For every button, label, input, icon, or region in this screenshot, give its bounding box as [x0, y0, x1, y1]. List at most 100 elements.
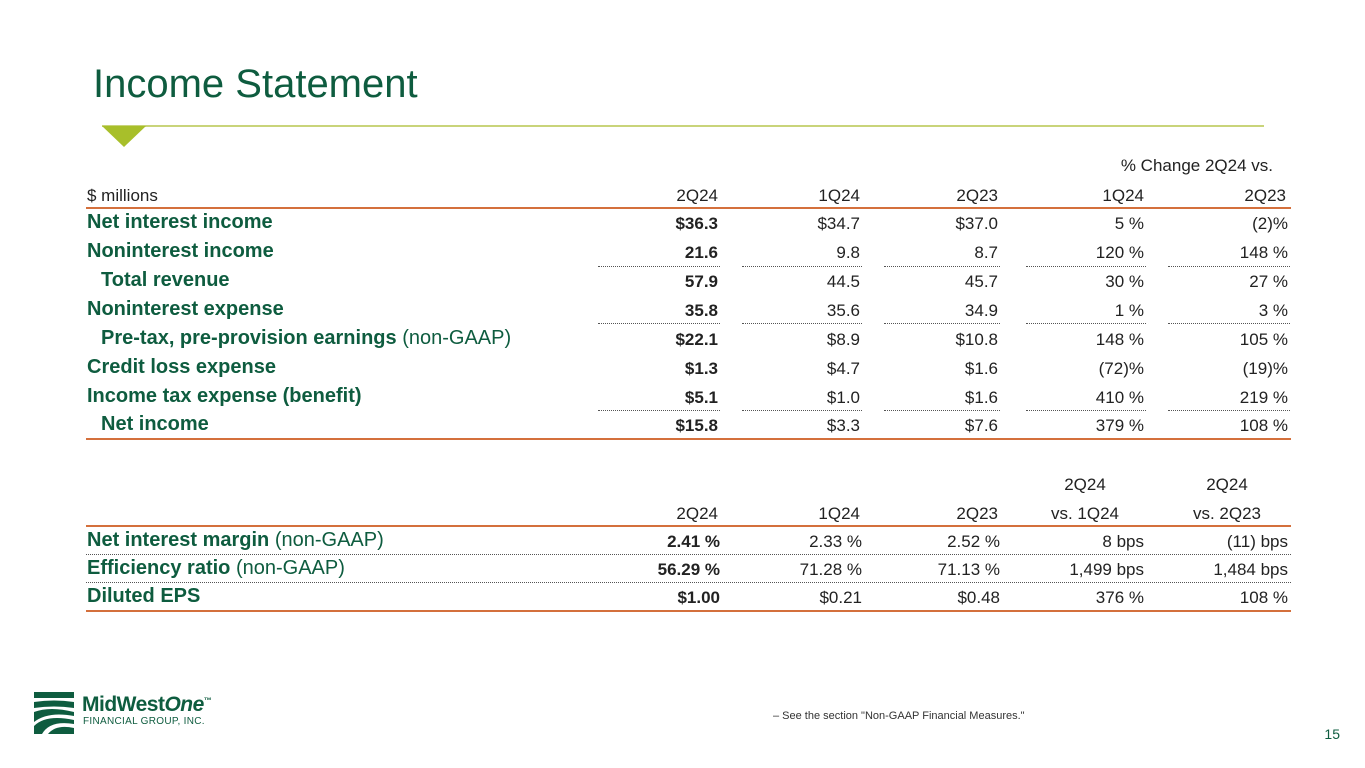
- pct-change-header: % Change 2Q24 vs.: [1120, 156, 1273, 175]
- col-top-chg-1q24: 2Q24: [1064, 475, 1106, 494]
- row-divider: [86, 582, 1291, 583]
- cell-2q23: 8.7: [974, 243, 998, 262]
- row-label: Credit loss expense: [87, 356, 276, 378]
- cell-2q24: 2.41 %: [667, 532, 720, 551]
- cell-2q23: $1.6: [964, 388, 998, 407]
- cell-2q24: 56.29 %: [657, 560, 720, 579]
- subtotal-rule: [1026, 410, 1146, 411]
- col-header-2q23: 2Q23: [956, 504, 998, 523]
- footnote: – See the section "Non-GAAP Financial Me…: [773, 710, 1025, 722]
- subtotal-rule: [1026, 266, 1146, 267]
- row-divider: [86, 554, 1291, 555]
- cell-2q23: $7.6: [964, 416, 998, 435]
- cell-chg-2q23: 105 %: [1239, 330, 1288, 349]
- cell-chg-2q23: (11) bps: [1226, 532, 1288, 551]
- subtotal-rule: [598, 266, 720, 267]
- cell-2q24: $36.3: [675, 214, 718, 233]
- subtotal-rule: [1026, 323, 1146, 324]
- cell-2q23: $0.48: [957, 588, 1000, 607]
- cell-chg-1q24: 1 %: [1114, 301, 1144, 320]
- cell-chg-1q24: 148 %: [1095, 330, 1144, 349]
- cell-chg-2q23: (2)%: [1252, 214, 1288, 233]
- title-rule-arrow: [102, 126, 146, 147]
- cell-chg-2q23: 108 %: [1239, 588, 1288, 607]
- cell-1q24: 71.28 %: [799, 560, 862, 579]
- subtotal-rule: [598, 323, 720, 324]
- cell-1q24: $0.21: [819, 588, 862, 607]
- cell-chg-1q24: 379 %: [1095, 416, 1144, 435]
- cell-1q24: 44.5: [826, 272, 860, 291]
- subtotal-rule: [884, 266, 1000, 267]
- page-number: 15: [1324, 726, 1340, 742]
- cell-2q24: $1.3: [684, 359, 718, 378]
- subtotal-rule: [742, 266, 862, 267]
- cell-chg-2q23: 219 %: [1239, 388, 1288, 407]
- field-rows-icon: [34, 692, 74, 734]
- table-bottom-rule: [86, 438, 1291, 440]
- cell-2q23: 45.7: [964, 272, 998, 291]
- cell-1q24: $34.7: [817, 214, 860, 233]
- cell-2q24: 35.8: [684, 301, 718, 320]
- table-bottom-rule: [86, 610, 1291, 612]
- cell-2q24: $1.00: [677, 588, 720, 607]
- title-rule: [102, 125, 1264, 127]
- col-header-2q24: 2Q24: [676, 504, 718, 523]
- row-label: Total revenue: [101, 269, 230, 291]
- subtotal-rule: [1168, 266, 1290, 267]
- header-underline: [86, 525, 1291, 527]
- cell-1q24: $4.7: [826, 359, 860, 378]
- subtotal-rule: [598, 410, 720, 411]
- cell-2q24: 57.9: [684, 272, 718, 291]
- row-label: Diluted EPS: [87, 585, 201, 607]
- subtotal-rule: [742, 410, 862, 411]
- subtotal-rule: [884, 323, 1000, 324]
- cell-2q24: $5.1: [684, 388, 718, 407]
- col-header-1q24: 1Q24: [818, 186, 860, 205]
- cell-2q24: $15.8: [675, 416, 718, 435]
- row-label: Efficiency ratio (non-GAAP): [87, 557, 345, 579]
- cell-chg-1q24: 8 bps: [1102, 532, 1144, 551]
- header-underline: [86, 207, 1291, 209]
- cell-chg-1q24: 120 %: [1095, 243, 1144, 262]
- unit-label: $ millions: [87, 186, 158, 205]
- cell-chg-2q23: 148 %: [1239, 243, 1288, 262]
- cell-chg-1q24: 5 %: [1114, 214, 1144, 233]
- cell-1q24: 2.33 %: [809, 532, 862, 551]
- cell-chg-1q24: 376 %: [1095, 588, 1144, 607]
- col-top-chg-2q23: 2Q24: [1206, 475, 1248, 494]
- col-header-2q24: 2Q24: [676, 186, 718, 205]
- cell-1q24: 9.8: [836, 243, 860, 262]
- cell-2q23: 34.9: [964, 301, 998, 320]
- cell-2q23: $10.8: [955, 330, 998, 349]
- col-header-2q23: 2Q23: [956, 186, 998, 205]
- cell-chg-2q23: 27 %: [1249, 272, 1288, 291]
- row-label: Noninterest income: [87, 240, 274, 262]
- row-label: Income tax expense (benefit): [87, 385, 362, 407]
- col-header-chg-1q24: 1Q24: [1102, 186, 1144, 205]
- cell-2q23: $37.0: [955, 214, 998, 233]
- subtotal-rule: [1168, 323, 1290, 324]
- cell-1q24: $1.0: [826, 388, 860, 407]
- page-title: Income Statement: [93, 62, 418, 106]
- cell-2q24: 21.6: [684, 243, 718, 262]
- row-label: Net income: [101, 413, 209, 435]
- subtotal-rule: [742, 323, 862, 324]
- row-label: Net interest income: [87, 211, 273, 233]
- cell-2q23: 2.52 %: [947, 532, 1000, 551]
- subtotal-rule: [884, 410, 1000, 411]
- cell-chg-2q23: 3 %: [1258, 301, 1288, 320]
- cell-chg-2q23: 1,484 bps: [1213, 560, 1288, 579]
- col-header-chg-2q23: vs. 2Q23: [1192, 504, 1262, 523]
- subtotal-rule: [1168, 410, 1290, 411]
- cell-2q24: $22.1: [675, 330, 718, 349]
- col-header-1q24: 1Q24: [818, 504, 860, 523]
- logo-subtitle: FINANCIAL GROUP, INC.: [83, 716, 205, 727]
- cell-2q23: 71.13 %: [937, 560, 1000, 579]
- cell-chg-1q24: 410 %: [1095, 388, 1144, 407]
- cell-chg-1q24: 1,499 bps: [1069, 560, 1144, 579]
- logo-wordmark: MidWestOne™: [82, 693, 212, 716]
- col-header-chg-1q24: vs. 1Q24: [1050, 504, 1120, 523]
- cell-chg-2q23: 108 %: [1239, 416, 1288, 435]
- cell-chg-1q24: (72)%: [1098, 359, 1144, 378]
- cell-1q24: $3.3: [826, 416, 860, 435]
